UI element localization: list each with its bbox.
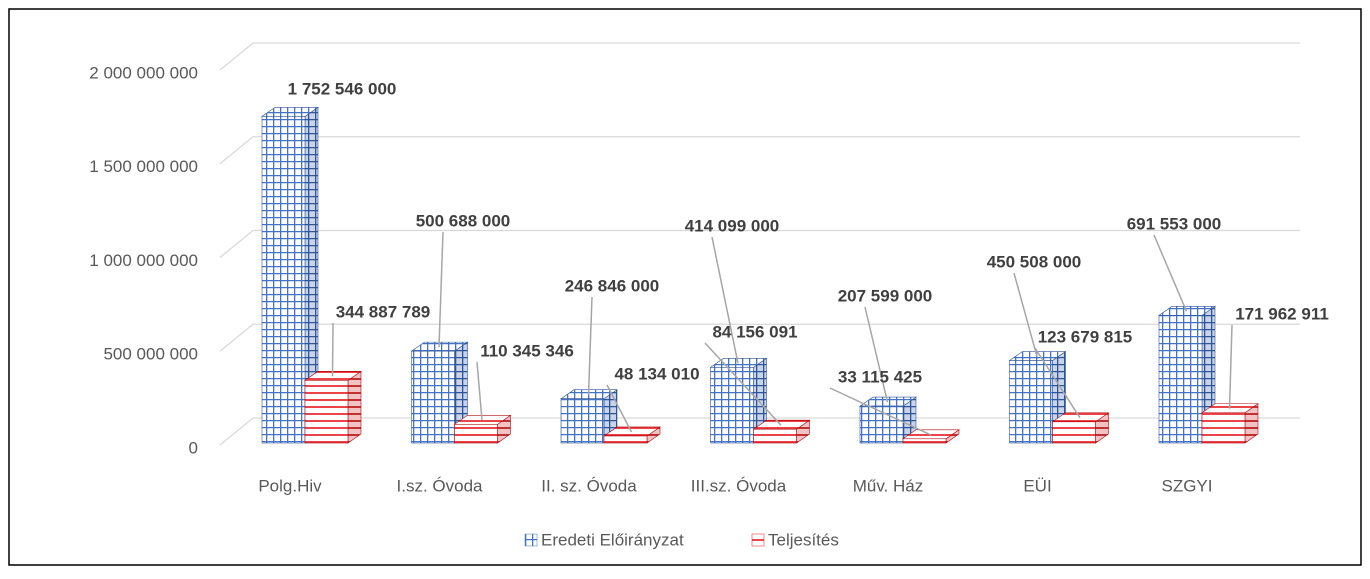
grid-line bbox=[219, 136, 1300, 165]
chart-border bbox=[8, 8, 1362, 566]
leader-line bbox=[606, 384, 633, 433]
grid-line bbox=[219, 417, 1300, 446]
leader-line bbox=[476, 361, 483, 421]
x-tick-label: Műv. Ház bbox=[853, 476, 924, 495]
leader-line bbox=[1153, 234, 1188, 312]
bar bbox=[261, 106, 319, 444]
data-label: 246 846 000 bbox=[565, 276, 660, 295]
x-tick-label: Polg.Hiv bbox=[258, 476, 322, 495]
x-tick-label: I.sz. Óvoda bbox=[397, 476, 484, 495]
y-tick-label: 1 000 000 000 bbox=[89, 251, 198, 270]
grid-line bbox=[219, 323, 1300, 352]
leader-line bbox=[587, 296, 593, 395]
data-label: 110 345 346 bbox=[480, 341, 574, 360]
data-label: 84 156 091 bbox=[712, 322, 797, 341]
bar bbox=[304, 370, 362, 444]
data-label: 123 679 815 bbox=[1038, 327, 1133, 346]
data-label: 33 115 425 bbox=[838, 367, 922, 386]
y-tick-label: 500 000 000 bbox=[103, 345, 198, 364]
x-tick-label: II. sz. Óvoda bbox=[541, 476, 637, 495]
leader-line bbox=[829, 387, 931, 436]
x-tick-label: EÜI bbox=[1023, 476, 1051, 495]
data-label: 48 134 010 bbox=[614, 364, 699, 383]
leader-line bbox=[711, 236, 739, 364]
bar bbox=[902, 429, 960, 444]
bar bbox=[453, 414, 512, 444]
leader-line bbox=[1034, 347, 1081, 419]
legend-swatch bbox=[524, 533, 538, 547]
data-label: 171 962 911 bbox=[1235, 304, 1329, 323]
data-label: 500 688 000 bbox=[416, 211, 511, 230]
bar bbox=[1201, 403, 1259, 444]
y-tick-label: 2 000 000 000 bbox=[89, 63, 198, 82]
leader-line bbox=[864, 306, 889, 403]
leader-line bbox=[704, 342, 782, 426]
leader-line bbox=[1013, 272, 1038, 357]
data-label: 344 887 789 bbox=[336, 302, 431, 321]
legend-label: Teljesítés bbox=[768, 530, 839, 549]
grid-line bbox=[219, 42, 1300, 71]
legend-swatch bbox=[751, 533, 765, 547]
grid-line bbox=[219, 229, 1300, 259]
leader-line bbox=[1228, 324, 1233, 409]
data-label: 691 553 000 bbox=[1127, 214, 1222, 233]
leader-line bbox=[331, 322, 334, 377]
legend-label: Eredeti Előirányzat bbox=[541, 530, 684, 549]
data-label: 1 752 546 000 bbox=[288, 79, 397, 98]
data-label: 414 099 000 bbox=[685, 216, 780, 235]
x-tick-label: SZGYI bbox=[1161, 476, 1212, 495]
data-label: 450 508 000 bbox=[987, 252, 1082, 271]
data-label: 207 599 000 bbox=[838, 286, 933, 305]
y-tick-label: 0 bbox=[189, 438, 198, 457]
bar bbox=[752, 419, 811, 444]
y-tick-label: 1 500 000 000 bbox=[89, 157, 198, 176]
leader-line bbox=[438, 231, 444, 348]
x-tick-label: III.sz. Óvoda bbox=[691, 476, 787, 495]
